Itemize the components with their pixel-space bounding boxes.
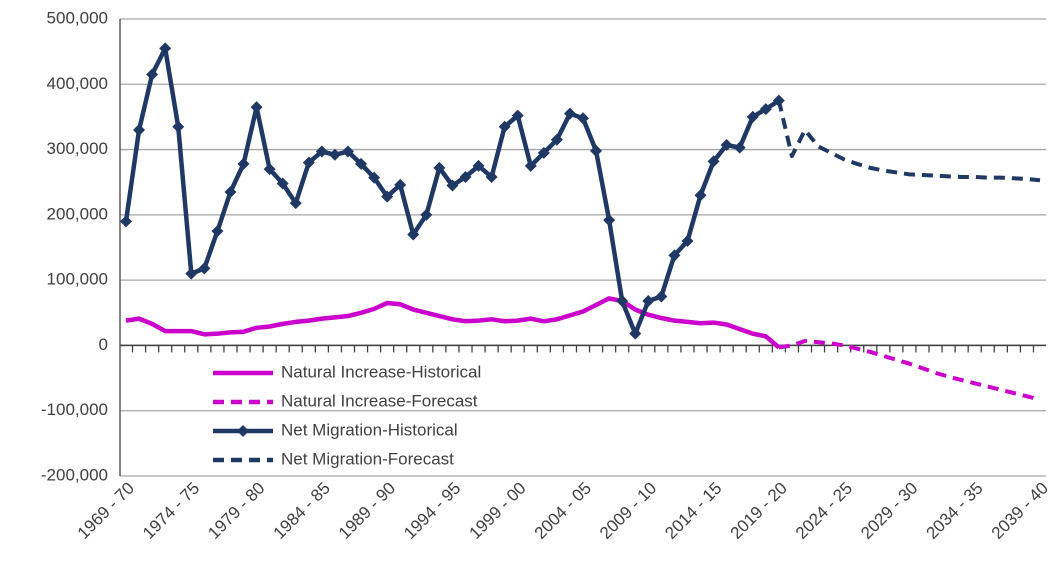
series-line bbox=[778, 338, 1041, 402]
x-tick-label: 1969 - 70 bbox=[74, 479, 138, 543]
marker bbox=[498, 120, 511, 133]
marker bbox=[237, 157, 250, 170]
marker bbox=[446, 179, 459, 192]
marker bbox=[315, 145, 328, 158]
marker bbox=[707, 155, 720, 168]
marker bbox=[550, 133, 563, 146]
marker bbox=[276, 177, 289, 190]
marker bbox=[250, 101, 263, 114]
marker bbox=[746, 110, 759, 123]
marker bbox=[577, 112, 589, 125]
y-tick-label: 200,000 bbox=[47, 204, 108, 223]
x-tick-label: 2014 - 15 bbox=[661, 479, 725, 543]
y-tick-label: 100,000 bbox=[47, 270, 108, 289]
marker bbox=[420, 208, 433, 221]
marker bbox=[302, 156, 315, 169]
x-tick-label: 1989 - 90 bbox=[335, 479, 399, 543]
x-tick-label: 1994 - 95 bbox=[400, 479, 464, 543]
marker bbox=[133, 123, 146, 136]
x-tick-label: 2004 - 05 bbox=[531, 479, 595, 543]
marker bbox=[185, 267, 198, 280]
marker bbox=[603, 214, 616, 227]
x-tick-label: 2039 - 40 bbox=[988, 479, 1052, 543]
marker bbox=[433, 161, 446, 174]
x-tick-label: 1979 - 80 bbox=[204, 479, 268, 543]
marker bbox=[146, 68, 159, 81]
marker bbox=[394, 178, 407, 191]
x-tick-label: 2009 - 10 bbox=[596, 479, 660, 543]
marker bbox=[328, 148, 341, 161]
marker bbox=[263, 163, 276, 176]
marker bbox=[563, 107, 576, 120]
marker bbox=[120, 215, 132, 228]
marker bbox=[198, 262, 211, 275]
marker bbox=[224, 186, 237, 199]
marker bbox=[629, 327, 642, 340]
y-tick-label: 500,000 bbox=[47, 8, 108, 27]
y-tick-label: 400,000 bbox=[47, 74, 108, 93]
x-tick-label: 2019 - 20 bbox=[727, 479, 791, 543]
x-tick-label: 2034 - 35 bbox=[922, 479, 986, 543]
marker bbox=[485, 170, 498, 183]
marker bbox=[694, 189, 707, 202]
legend-label: Net Migration-Forecast bbox=[281, 449, 454, 468]
legend-label: Natural Increase-Forecast bbox=[281, 391, 478, 410]
x-tick-label: 2024 - 25 bbox=[792, 479, 856, 543]
marker bbox=[355, 157, 368, 170]
marker bbox=[172, 120, 185, 133]
legend-label: Net Migration-Historical bbox=[281, 420, 458, 439]
y-tick-label: -200,000 bbox=[41, 465, 108, 484]
marker bbox=[681, 234, 694, 247]
marker bbox=[211, 225, 224, 238]
x-tick-label: 1974 - 75 bbox=[139, 479, 203, 543]
marker bbox=[733, 141, 746, 154]
marker bbox=[407, 228, 420, 241]
marker bbox=[341, 145, 354, 158]
marker bbox=[537, 146, 550, 159]
marker bbox=[381, 190, 394, 203]
legend-label: Natural Increase-Historical bbox=[281, 362, 481, 381]
marker bbox=[668, 249, 681, 262]
marker bbox=[642, 295, 655, 308]
marker bbox=[289, 197, 302, 210]
marker bbox=[655, 290, 668, 303]
y-tick-label: 300,000 bbox=[47, 139, 108, 158]
y-tick-label: -100,000 bbox=[41, 400, 108, 419]
marker bbox=[524, 159, 537, 172]
marker bbox=[459, 170, 472, 183]
marker bbox=[590, 144, 603, 157]
legend-marker bbox=[237, 425, 249, 437]
marker bbox=[159, 42, 172, 55]
x-tick-label: 1984 - 85 bbox=[270, 479, 334, 543]
x-tick-label: 1999 - 00 bbox=[465, 479, 529, 543]
marker bbox=[720, 139, 733, 152]
x-tick-label: 2029 - 30 bbox=[857, 479, 921, 543]
marker bbox=[616, 295, 629, 308]
marker bbox=[511, 109, 524, 122]
marker bbox=[472, 159, 485, 172]
series-line bbox=[776, 100, 1041, 183]
series-line bbox=[125, 296, 781, 350]
marker bbox=[759, 103, 772, 116]
y-tick-label: 0 bbox=[99, 335, 108, 354]
marker bbox=[368, 171, 381, 184]
